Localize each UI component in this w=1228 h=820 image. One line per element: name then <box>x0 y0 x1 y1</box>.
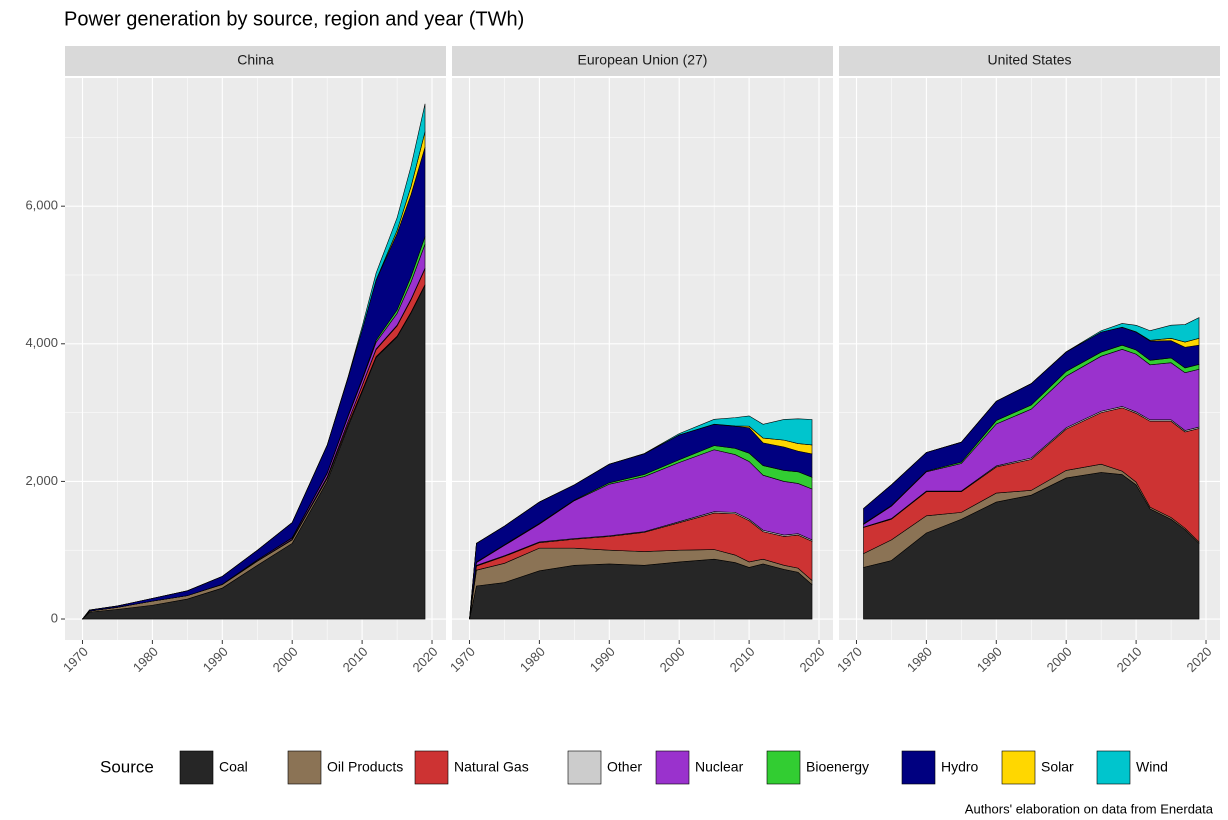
legend-label: Bioenergy <box>806 759 869 775</box>
area <box>82 103 426 620</box>
legend-label: Solar <box>1041 759 1074 775</box>
x-tick-label: 2020 <box>1184 644 1215 675</box>
legend-key <box>1001 750 1036 785</box>
legend-label: Wind <box>1136 759 1168 775</box>
x-tick-label: 1990 <box>974 644 1005 675</box>
x-tick-label: 1970 <box>60 644 91 675</box>
y-tick-label: 0 <box>51 610 58 625</box>
x-tick-label: 2010 <box>1114 644 1145 675</box>
legend-label: Oil Products <box>327 759 403 775</box>
strip <box>65 46 446 76</box>
legend-label: Natural Gas <box>454 759 529 775</box>
y-tick-label: 2,000 <box>25 473 58 488</box>
x-tick-label: 2020 <box>797 644 828 675</box>
area <box>863 317 1200 509</box>
strip <box>839 46 1220 76</box>
legend-label: Nuclear <box>695 759 744 775</box>
legend-key <box>766 750 801 785</box>
x-tick-label: 2000 <box>270 644 301 675</box>
legend-label: Hydro <box>941 759 979 775</box>
legend-key <box>1096 750 1131 785</box>
strip <box>452 46 833 76</box>
x-tick-label: 1980 <box>517 644 548 675</box>
x-tick-label: 1990 <box>200 644 231 675</box>
x-tick-label: 1970 <box>834 644 865 675</box>
legend-title: Source <box>100 757 154 776</box>
legend-label: Other <box>607 759 642 775</box>
x-tick-label: 2010 <box>727 644 758 675</box>
legend-key <box>901 750 936 785</box>
legend-label: Coal <box>219 759 248 775</box>
y-tick-label: 4,000 <box>25 335 58 350</box>
legend-key <box>287 750 322 785</box>
legend-key <box>179 750 214 785</box>
strip-title: European Union (27) <box>578 52 708 68</box>
chart-title: Power generation by source, region and y… <box>64 8 524 30</box>
x-tick-label: 1980 <box>130 644 161 675</box>
legend-key <box>567 750 602 785</box>
strip-title: United States <box>987 52 1071 68</box>
x-tick-label: 2020 <box>410 644 441 675</box>
caption: Authors' elaboration on data from Enerda… <box>965 801 1214 816</box>
x-tick-label: 2000 <box>657 644 688 675</box>
legend-key <box>414 750 449 785</box>
x-tick-label: 1990 <box>587 644 618 675</box>
area <box>469 415 813 620</box>
strip-title: China <box>237 52 274 68</box>
x-tick-label: 1980 <box>904 644 935 675</box>
x-tick-label: 1970 <box>447 644 478 675</box>
x-tick-label: 2000 <box>1044 644 1075 675</box>
legend-key <box>655 750 690 785</box>
y-tick-label: 6,000 <box>25 198 58 213</box>
x-tick-label: 2010 <box>340 644 371 675</box>
